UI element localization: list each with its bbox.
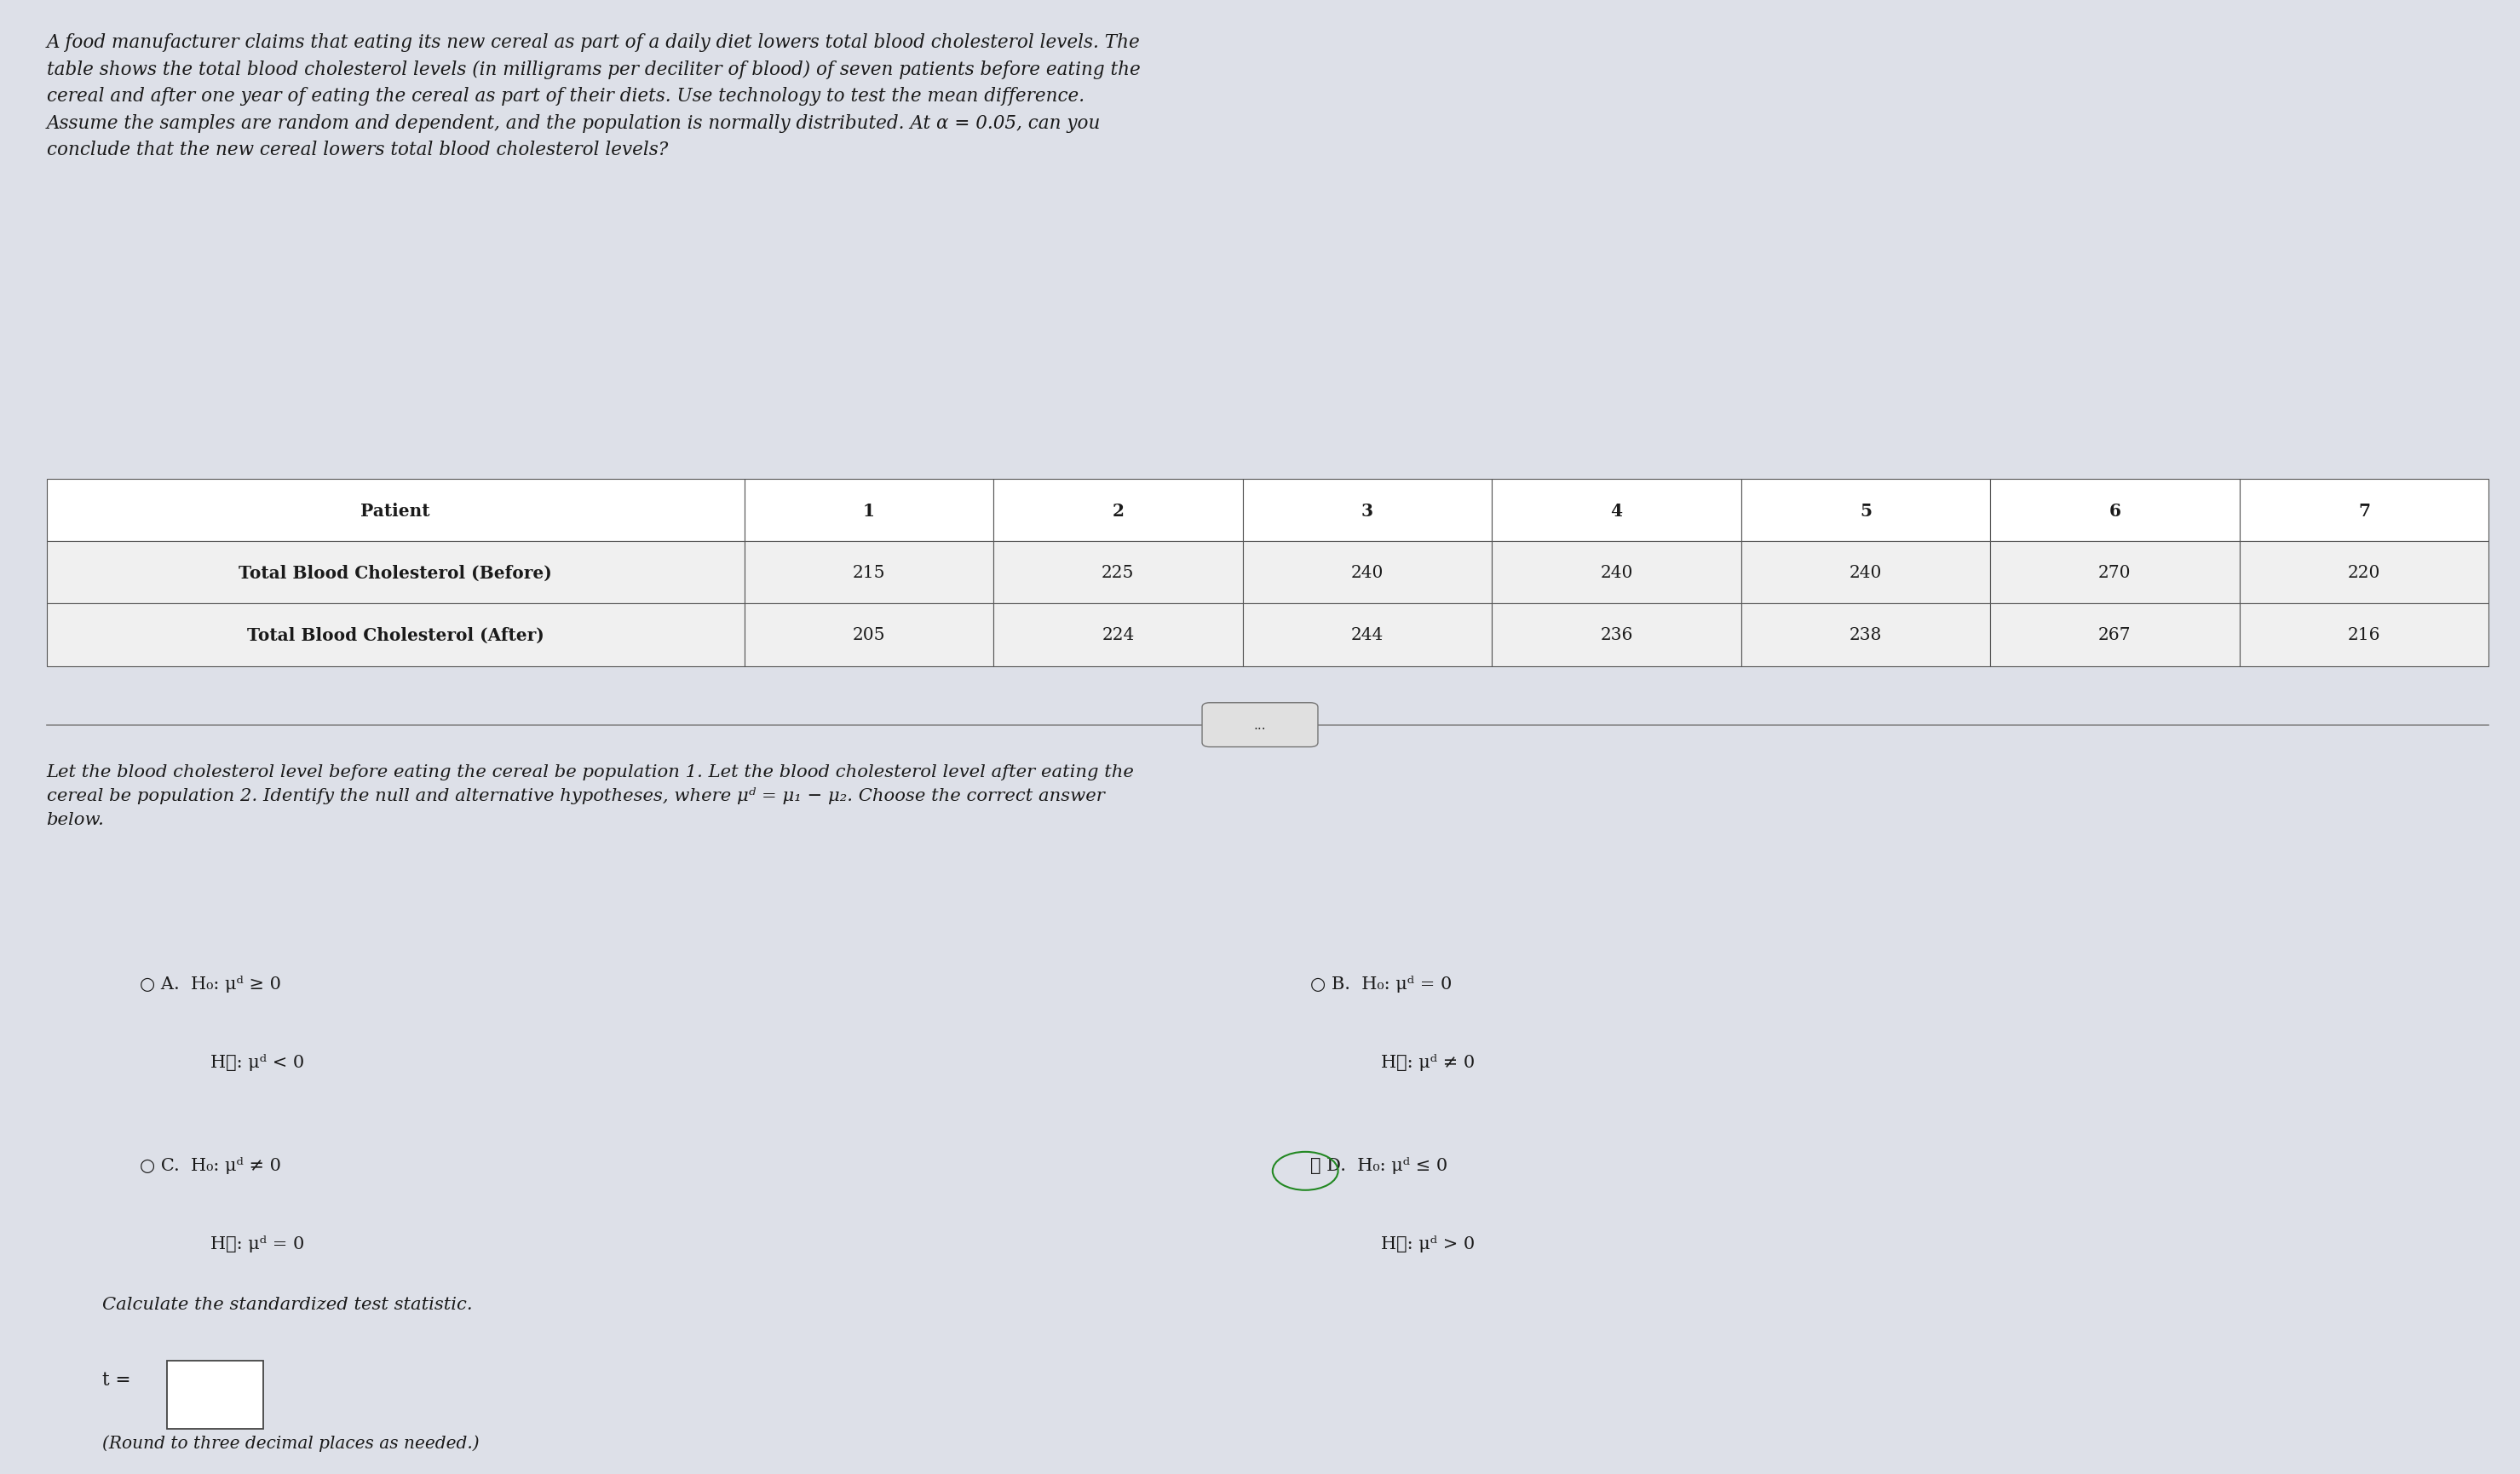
Text: 4: 4 — [1610, 503, 1623, 519]
Text: 270: 270 — [2099, 565, 2132, 581]
FancyBboxPatch shape — [1741, 479, 1991, 542]
Text: 1: 1 — [862, 503, 874, 519]
Text: 215: 215 — [852, 565, 885, 581]
Text: 267: 267 — [2099, 626, 2132, 643]
FancyBboxPatch shape — [743, 479, 993, 542]
FancyBboxPatch shape — [2240, 479, 2490, 542]
FancyBboxPatch shape — [1242, 479, 1492, 542]
Text: Calculate the standardized test statistic.: Calculate the standardized test statisti… — [101, 1296, 471, 1312]
Text: ✓ D.  H₀: μᵈ ≤ 0: ✓ D. H₀: μᵈ ≤ 0 — [1310, 1157, 1446, 1173]
FancyBboxPatch shape — [1991, 604, 2240, 666]
FancyBboxPatch shape — [45, 542, 743, 604]
Text: 220: 220 — [2349, 565, 2381, 581]
FancyBboxPatch shape — [1492, 479, 1741, 542]
Text: 224: 224 — [1101, 626, 1134, 643]
Text: 205: 205 — [852, 626, 885, 643]
Text: 6: 6 — [2109, 503, 2122, 519]
Text: 7: 7 — [2359, 503, 2369, 519]
Text: 240: 240 — [1600, 565, 1633, 581]
Text: H⁁: μᵈ ≠ 0: H⁁: μᵈ ≠ 0 — [1381, 1054, 1474, 1070]
Text: A food manufacturer claims that eating its new cereal as part of a daily diet lo: A food manufacturer claims that eating i… — [45, 34, 1139, 159]
FancyBboxPatch shape — [1991, 542, 2240, 604]
Text: Let the blood cholesterol level before eating the cereal be population 1. Let th: Let the blood cholesterol level before e… — [45, 764, 1134, 827]
Text: 2: 2 — [1111, 503, 1124, 519]
Text: 238: 238 — [1850, 626, 1882, 643]
FancyBboxPatch shape — [2240, 604, 2490, 666]
Text: Total Blood Cholesterol (After): Total Blood Cholesterol (After) — [247, 626, 544, 644]
Text: 5: 5 — [1860, 503, 1872, 519]
Text: Total Blood Cholesterol (Before): Total Blood Cholesterol (Before) — [239, 565, 552, 581]
FancyBboxPatch shape — [1242, 604, 1492, 666]
FancyBboxPatch shape — [1492, 604, 1741, 666]
Text: ○ C.  H₀: μᵈ ≠ 0: ○ C. H₀: μᵈ ≠ 0 — [139, 1157, 282, 1173]
FancyBboxPatch shape — [45, 479, 743, 542]
FancyBboxPatch shape — [743, 604, 993, 666]
FancyBboxPatch shape — [2240, 542, 2490, 604]
Text: 236: 236 — [1600, 626, 1633, 643]
Text: H⁁: μᵈ < 0: H⁁: μᵈ < 0 — [209, 1054, 305, 1070]
Text: 225: 225 — [1101, 565, 1134, 581]
Text: H⁁: μᵈ = 0: H⁁: μᵈ = 0 — [209, 1234, 305, 1251]
Text: ○ B.  H₀: μᵈ = 0: ○ B. H₀: μᵈ = 0 — [1310, 976, 1452, 992]
Text: ○ A.  H₀: μᵈ ≥ 0: ○ A. H₀: μᵈ ≥ 0 — [139, 976, 282, 992]
FancyBboxPatch shape — [1492, 542, 1741, 604]
FancyBboxPatch shape — [993, 479, 1242, 542]
Text: 240: 240 — [1850, 565, 1882, 581]
FancyBboxPatch shape — [993, 604, 1242, 666]
Text: ...: ... — [1255, 719, 1265, 731]
Text: t =: t = — [101, 1369, 131, 1389]
Text: 244: 244 — [1351, 626, 1383, 643]
FancyBboxPatch shape — [166, 1361, 262, 1428]
FancyBboxPatch shape — [45, 604, 743, 666]
Text: H⁁: μᵈ > 0: H⁁: μᵈ > 0 — [1381, 1234, 1474, 1251]
Text: 3: 3 — [1361, 503, 1373, 519]
FancyBboxPatch shape — [1202, 703, 1318, 747]
FancyBboxPatch shape — [1242, 542, 1492, 604]
Text: 216: 216 — [2349, 626, 2381, 643]
Text: (Round to three decimal places as needed.): (Round to three decimal places as needed… — [101, 1434, 479, 1452]
FancyBboxPatch shape — [1741, 542, 1991, 604]
Text: 240: 240 — [1351, 565, 1383, 581]
Text: Patient: Patient — [360, 503, 431, 519]
FancyBboxPatch shape — [1741, 604, 1991, 666]
FancyBboxPatch shape — [743, 542, 993, 604]
FancyBboxPatch shape — [993, 542, 1242, 604]
FancyBboxPatch shape — [1991, 479, 2240, 542]
